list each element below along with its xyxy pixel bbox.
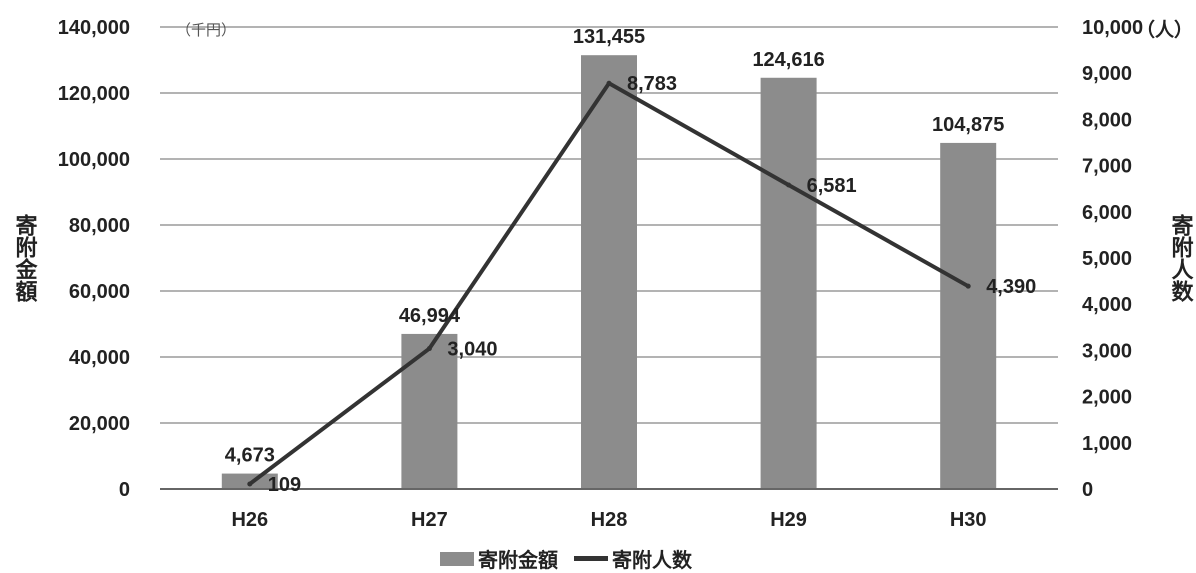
left-axis-label: 寄附金額 — [12, 213, 39, 303]
left-tick-label: 40,000 — [69, 347, 130, 369]
bar — [581, 55, 637, 490]
left-tick-label: 80,000 — [69, 215, 130, 237]
right-tick-label: 1,000 — [1082, 433, 1132, 455]
bar — [401, 333, 458, 489]
line-value-label: 3,040 — [447, 339, 497, 361]
bar-value-label: 131,455 — [573, 26, 645, 48]
bar — [221, 473, 278, 489]
x-tick-label: H28 — [591, 509, 628, 531]
left-axis-unit: （千円） — [176, 21, 236, 39]
bar — [940, 142, 997, 489]
line-point — [786, 182, 792, 188]
line-value-label: 109 — [268, 474, 301, 496]
left-tick-label: 120,000 — [58, 83, 130, 105]
legend-line-swatch — [574, 556, 608, 561]
bar-value-label: 4,673 — [225, 445, 275, 467]
left-tick-label: 100,000 — [58, 149, 130, 171]
right-tick-label: 3,000 — [1082, 340, 1132, 362]
left-tick-label: 20,000 — [69, 413, 130, 435]
data-labels: 4,673 46,994 131,455 124,616 104,875 109 3,040… — [225, 26, 1036, 496]
line-value-label: 8,783 — [627, 73, 677, 95]
x-tick-label: H27 — [411, 509, 448, 531]
bar-value-label: 46,994 — [399, 305, 461, 327]
right-tick-label: 8,000 — [1082, 109, 1132, 131]
right-tick-label: 0 — [1082, 479, 1093, 501]
line-point — [426, 346, 432, 352]
right-tick-label: 9,000 — [1082, 63, 1132, 85]
right-tick-label: 5,000 — [1082, 248, 1132, 270]
right-tick-label: 10,000 — [1082, 17, 1143, 39]
right-axis-unit: （人） — [1136, 18, 1193, 41]
bar — [760, 77, 817, 489]
left-tick-label: 0 — [119, 479, 130, 501]
right-tick-label: 2,000 — [1082, 387, 1132, 409]
line-point — [247, 481, 253, 487]
left-tick-label: 60,000 — [69, 281, 130, 303]
line-point — [606, 80, 612, 86]
legend-bar-swatch — [440, 551, 474, 566]
line-value-label: 6,581 — [807, 175, 857, 197]
x-tick-label: H29 — [770, 509, 807, 531]
bar-value-label: 104,875 — [932, 114, 1004, 136]
legend: 寄附金額 寄附人数 — [440, 544, 692, 573]
left-tick-label: 140,000 — [58, 17, 130, 39]
bars — [221, 55, 997, 490]
legend-line-label: 寄附人数 — [612, 548, 692, 572]
bar-value-label: 124,616 — [752, 49, 824, 71]
legend-bar-label: 寄附金額 — [478, 548, 558, 572]
line-value-label: 4,390 — [986, 276, 1036, 298]
x-tick-label: H26 — [231, 509, 268, 531]
right-axis-label: 寄附人数 — [1168, 213, 1194, 303]
x-tick-label: H30 — [950, 509, 987, 531]
right-tick-label: 7,000 — [1082, 156, 1132, 178]
line-series — [247, 80, 971, 487]
right-tick-label: 6,000 — [1082, 202, 1132, 224]
axes: 0 20,000 40,000 60,000 80,000 100,000 120,000 1… — [58, 17, 1143, 531]
right-tick-label: 4,000 — [1082, 294, 1132, 316]
line-point — [965, 283, 971, 289]
